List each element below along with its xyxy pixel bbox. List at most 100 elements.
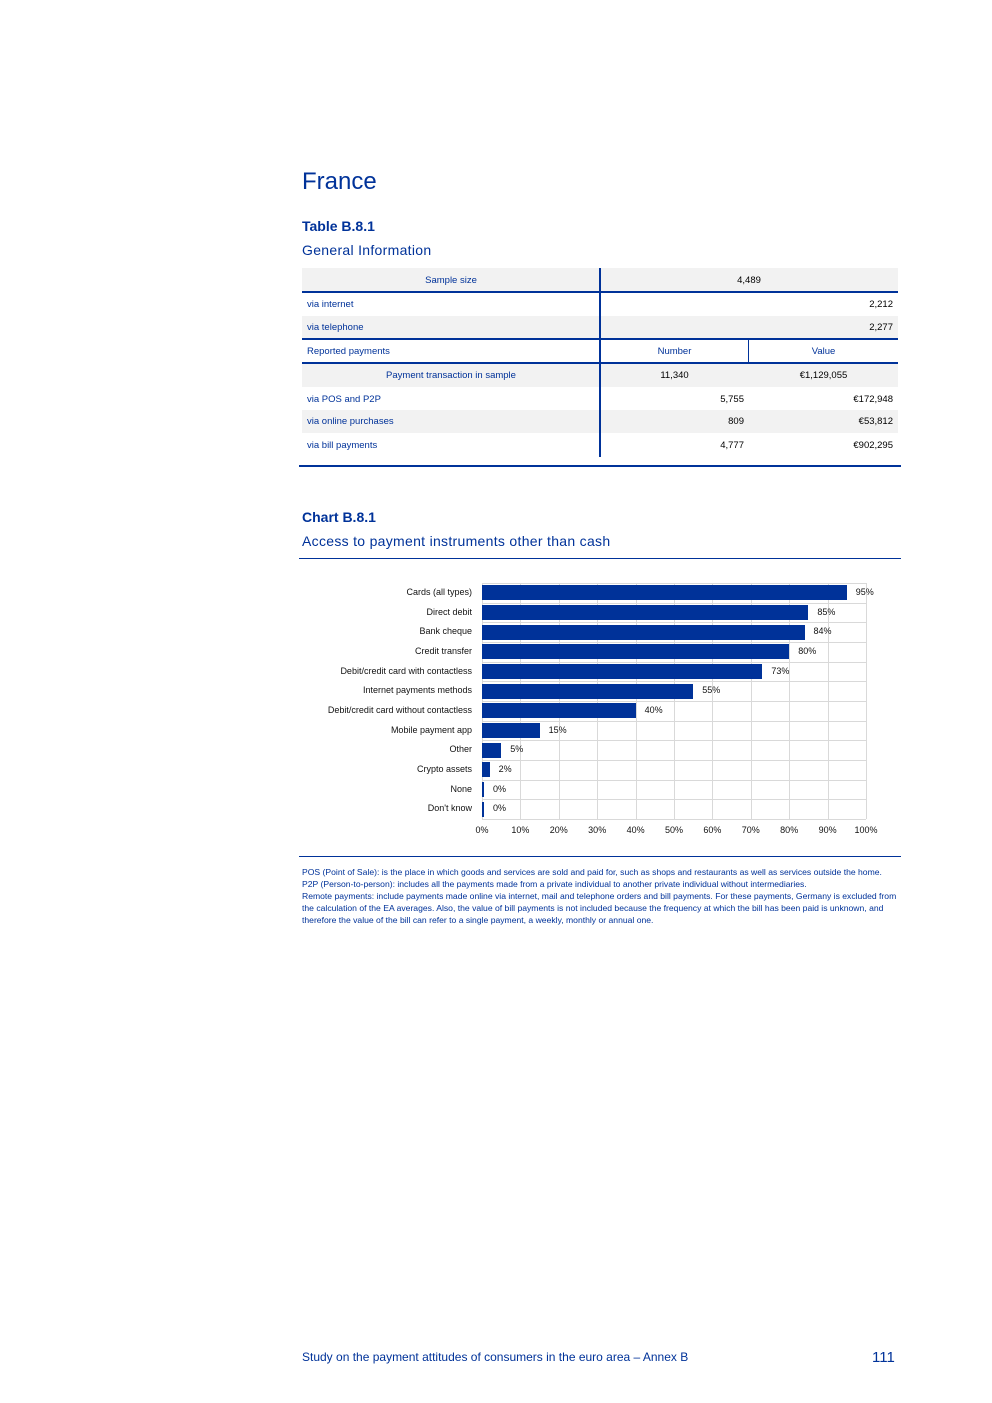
row-label: via online purchases [307,416,394,427]
x-tick-label: 80% [780,825,799,835]
x-tick-label: 100% [854,825,878,835]
gridline-horizontal [482,642,866,643]
x-tick-label: 70% [741,825,760,835]
category-label: Other [449,744,472,755]
category-label: Direct debit [426,606,472,617]
gridline-horizontal [482,779,866,781]
data-label: 95% [855,586,874,597]
gridline-horizontal [482,819,866,820]
data-label: 84% [813,626,832,637]
category-label: Credit transfer [414,645,472,656]
table-subtitle: General Information [302,242,432,258]
data-label: 85% [817,606,836,617]
bar [482,683,694,699]
row-value: €53,812 [858,416,893,427]
gridline-horizontal [482,681,866,683]
gridline-horizontal [482,701,866,702]
row-number: 4,777 [720,439,744,451]
row-value: €1,129,055 [799,370,848,381]
row-label: via telephone [307,322,364,333]
bar [482,605,809,620]
row-number: 5,755 [720,393,744,405]
gridline-horizontal [482,799,866,801]
table-header-row: Reported payments Number Value [302,340,898,363]
gridline-horizontal [482,602,866,604]
divider [748,340,749,363]
category-label: Crypto assets [416,763,472,774]
chart-top-rule [299,558,901,559]
notes-rule [299,856,901,857]
bar [482,585,847,601]
x-tick-label: 50% [664,825,684,835]
x-tick-label: 0% [475,825,489,835]
bar [482,664,763,679]
bar [482,782,484,797]
reported-payments-label: Reported payments [307,346,390,357]
x-tick-label: 30% [588,825,607,835]
note: P2P (Person-to-person): includes all the… [302,879,807,889]
category-label: Mobile payment app [390,724,472,735]
gridline-horizontal [482,760,866,761]
category-label: Debit/credit card without contactless [327,704,472,715]
gridline-horizontal [482,622,866,624]
page-number: 111 [872,1349,895,1366]
bar-chart: 0% 10% 20% 30% 40% 50% 60% 70% 80% 90% 100% Cards (… [327,583,878,835]
x-tick-label: 40% [626,825,645,835]
bar [482,801,484,817]
data-label: 0% [493,803,507,814]
category-label: Bank cheque [419,626,472,637]
bar [482,703,636,719]
gridline-horizontal [482,720,866,722]
data-label: 80% [798,645,817,656]
row-label: via POS and P2P [307,393,381,405]
row-number: 11,340 [660,370,689,381]
value-header: Value [811,346,836,357]
row-label: via bill payments [307,439,378,451]
category-label: Internet payments methods [362,685,472,696]
data-label: 73% [771,665,790,676]
table-row: via internet 2,212 [302,293,898,316]
footer-text: Study on the payment attitudes of consum… [302,1350,689,1364]
sample-size-value: 4,489 [737,274,761,286]
gridline-horizontal [482,740,866,742]
x-tick-label: 20% [549,825,568,835]
gridline-horizontal [482,583,866,584]
gridline-vertical [866,583,867,819]
data-label: 2% [498,763,512,774]
data-label: 5% [510,744,524,755]
bar [482,644,790,660]
category-label: None [450,783,472,794]
row-label: Payment transaction in sample [386,370,516,381]
category-label: Debit/credit card with contactless [340,665,472,676]
row-value: €902,295 [853,439,893,451]
sample-size-label: Sample size [425,274,477,286]
chart-title: Chart B.8.1 [302,509,376,525]
gridline-horizontal [482,661,866,663]
bar [482,723,540,738]
data-label: 0% [493,783,507,794]
data-label: 40% [644,704,663,715]
note: Remote payments: include payments made o… [302,891,897,925]
row-label: via internet [307,299,354,310]
table-row: via POS and P2P 5,755 €172,948 [302,388,898,410]
table-bottom-rule [299,465,901,467]
note: POS (Point of Sale): is the place in whi… [302,867,882,877]
category-label: Cards (all types) [406,586,472,597]
divider [599,268,601,457]
page-title: France [302,168,377,195]
x-tick-label: 60% [703,825,722,835]
footnotes: POS (Point of Sale): is the place in whi… [302,866,902,926]
x-tick-label: 90% [818,825,837,835]
category-label: Don't know [427,803,472,814]
bar [482,624,805,640]
table-title: Table B.8.1 [302,218,375,234]
data-label: 15% [548,724,567,735]
row-number: 809 [728,416,744,427]
bar [482,762,490,778]
row-value: 2,212 [869,299,893,310]
number-header: Number [657,346,692,357]
row-value: €172,948 [853,393,893,405]
bar [482,742,502,758]
x-tick-label: 10% [511,825,530,835]
